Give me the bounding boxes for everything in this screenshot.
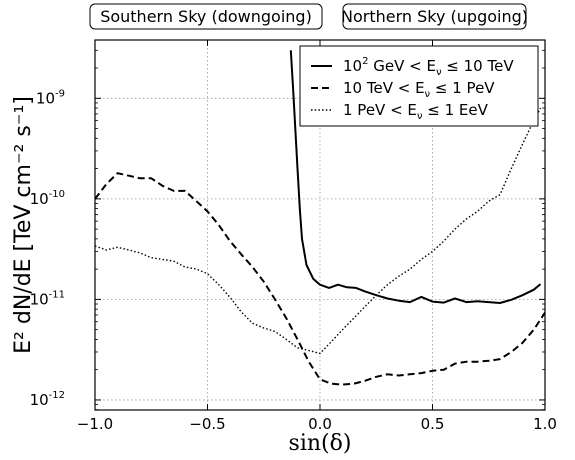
legend-box	[299, 45, 539, 127]
x-tick-label: −1.0	[77, 415, 113, 433]
region-box-1	[89, 3, 323, 30]
series-line-2	[95, 172, 545, 386]
axis-ticks: −1.0 −0.5 0.0 0.5 1.0 10-12 10-11 10-10 10-9	[30, 40, 557, 433]
legend-label-2: 10 TeV < Eν ≤ 1 PeV	[343, 79, 495, 100]
legend-label-1: 102 GeV < Eν ≤ 10 TeV	[343, 56, 514, 78]
sky-region-labels: Southern Sky (downgoing) Northern Sky (up…	[89, 3, 528, 30]
x-tick-label: −0.5	[189, 415, 225, 433]
y-tick-label: 10-9	[36, 88, 65, 107]
y-tick-label: 10-11	[30, 289, 65, 308]
legend-label-3: 1 PeV < Eν ≤ 1 EeV	[343, 101, 489, 122]
series-layer	[95, 50, 545, 386]
region-label-2: Northern Sky (upgoing)	[341, 7, 528, 26]
y-tick-label: 10-10	[30, 189, 65, 208]
x-tick-label: 0.0	[308, 415, 332, 433]
y-axis-label: E² dN/dE [TeV cm⁻² s⁻¹]	[11, 96, 36, 354]
region-box-2	[342, 3, 527, 30]
series-line-1	[289, 50, 542, 304]
x-tick-label: 1.0	[533, 415, 557, 433]
x-tick-label: 0.5	[421, 415, 445, 433]
y-tick-label: 10-12	[30, 390, 65, 409]
series-line-3	[95, 107, 542, 355]
x-axis-label: sin(δ)	[289, 431, 352, 456]
region-label-1: Southern Sky (downgoing)	[100, 7, 312, 26]
